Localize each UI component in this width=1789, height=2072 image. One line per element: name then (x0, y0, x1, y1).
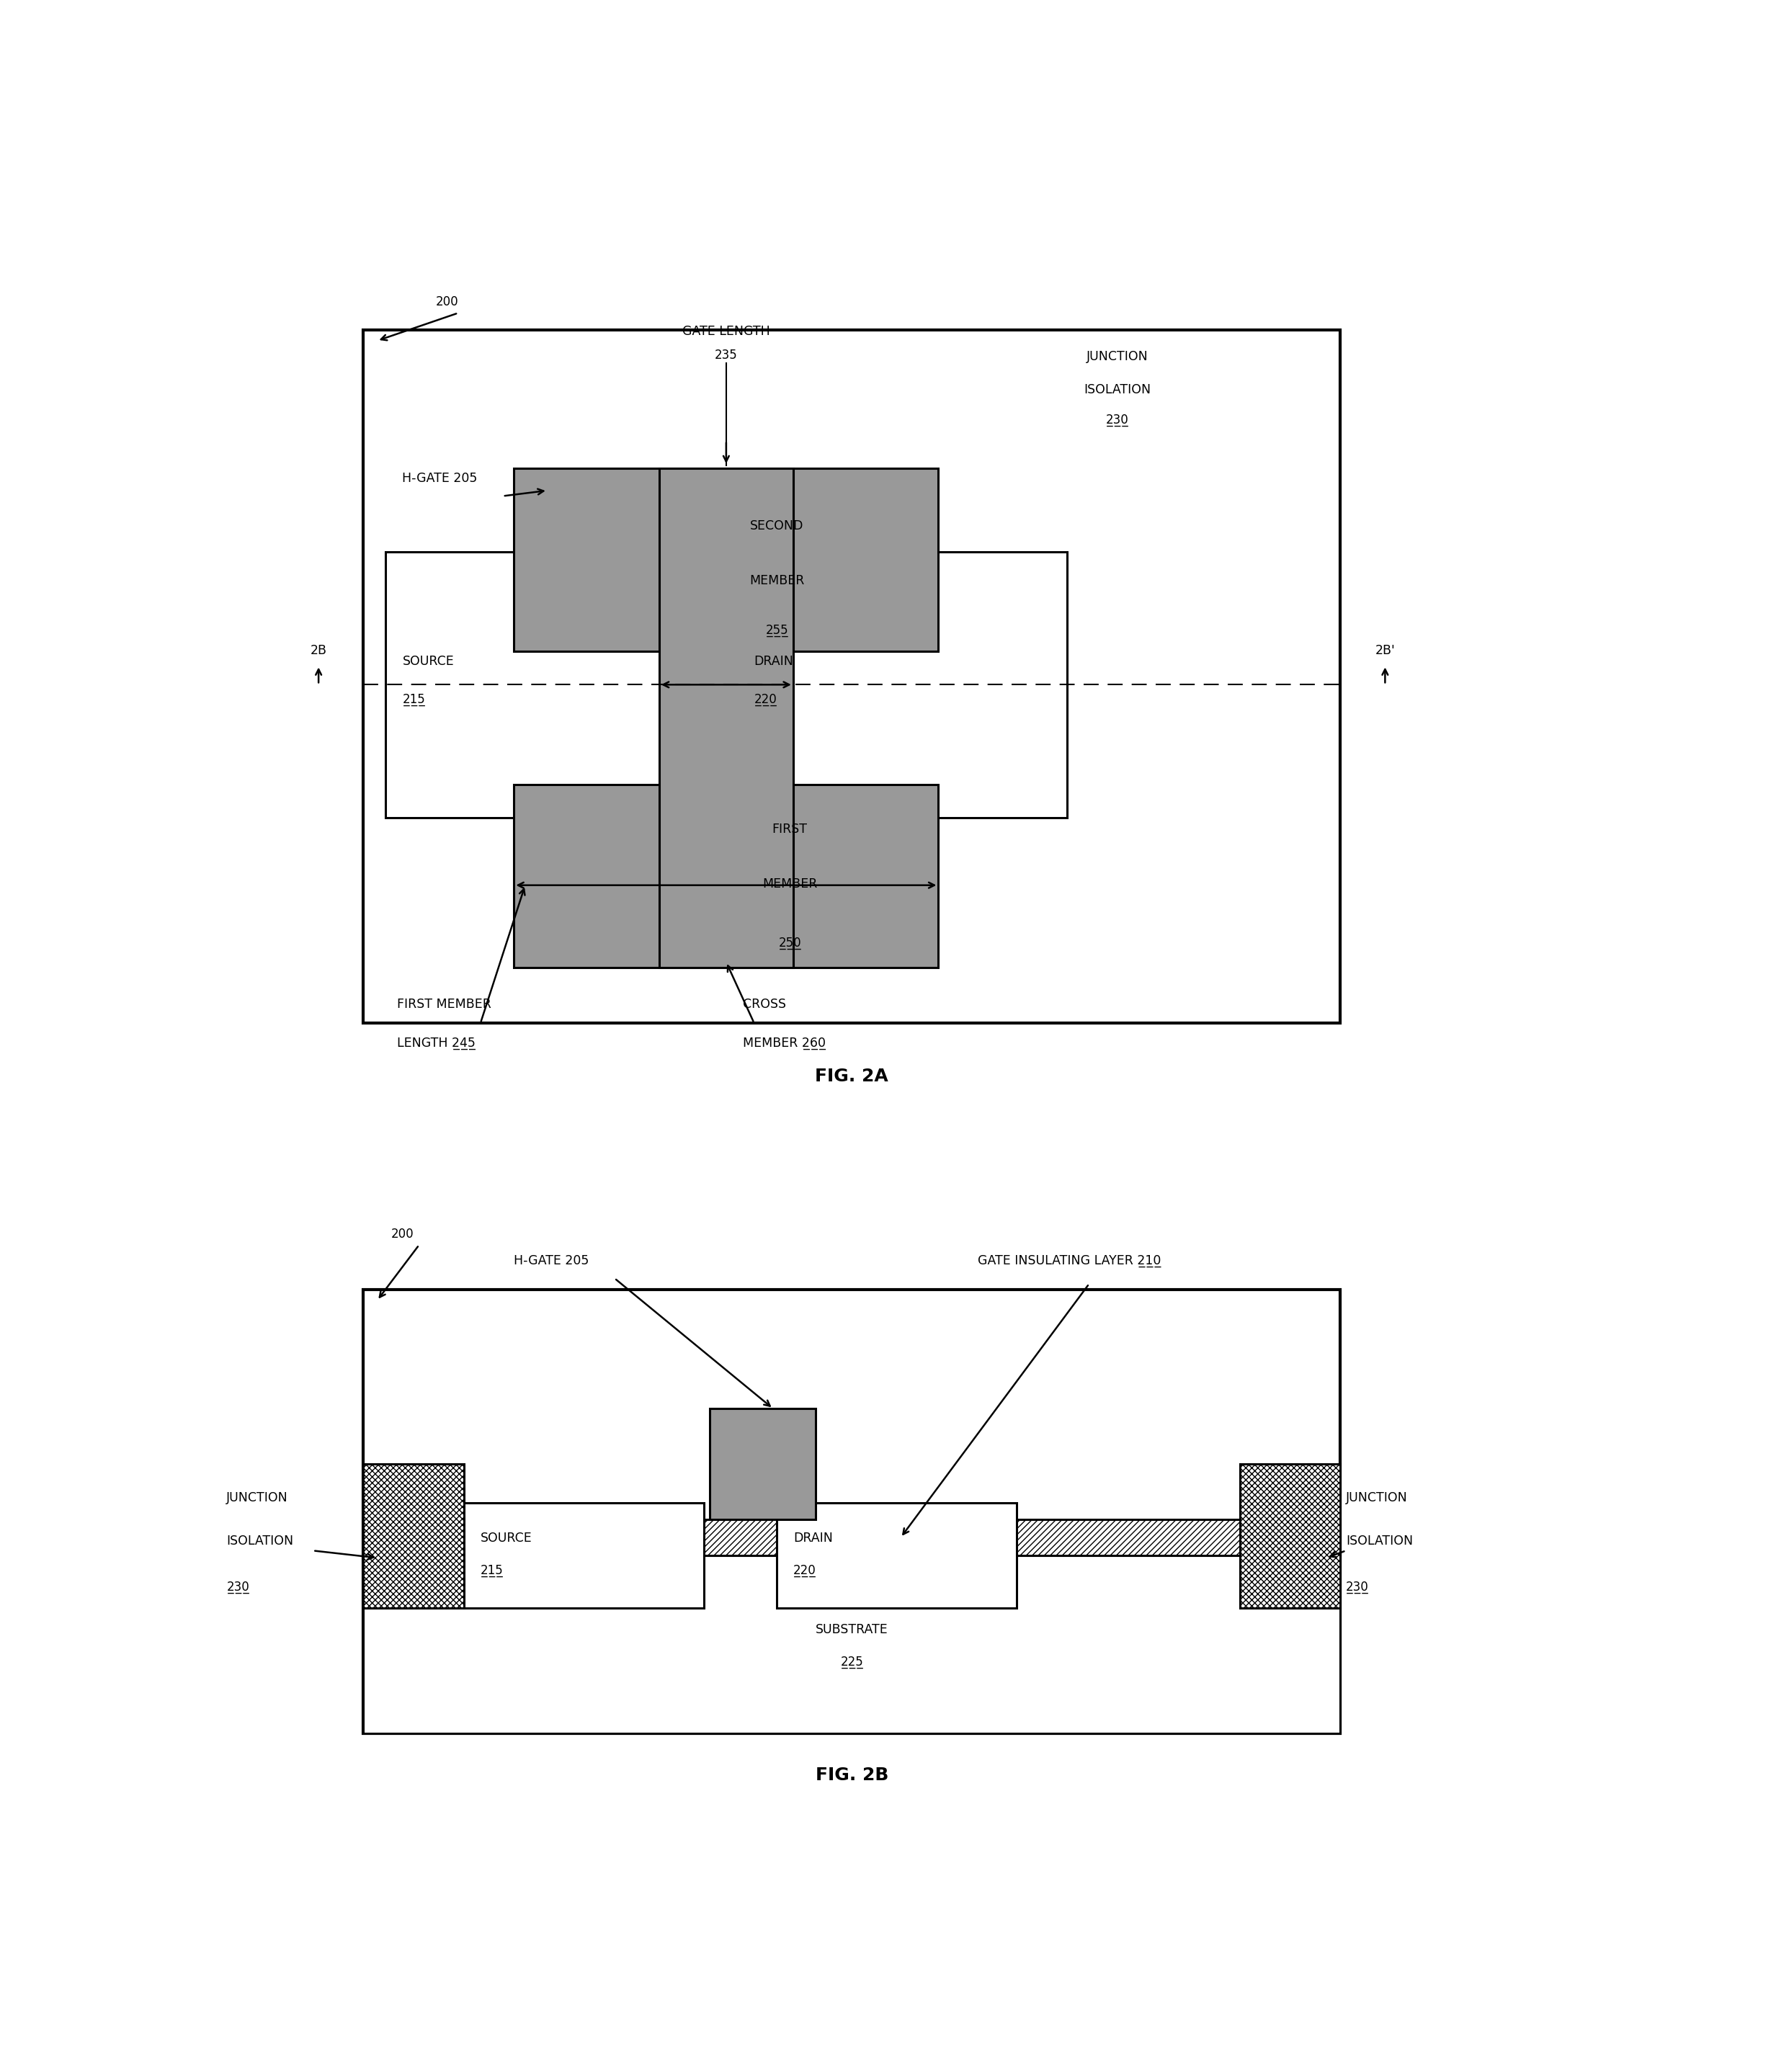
Bar (513, 468, 939, 651)
Bar (776, 1502, 1016, 1608)
Bar (363, 1556, 1340, 1732)
Text: 2̲1̲5̲: 2̲1̲5̲ (481, 1564, 503, 1577)
Bar (463, 1502, 703, 1608)
Text: GATE LENGTH: GATE LENGTH (682, 325, 769, 338)
Bar (386, 551, 710, 818)
Text: MEMBER 2̲6̲0̲: MEMBER 2̲6̲0̲ (742, 1036, 827, 1051)
Text: 2̲3̲0̲: 2̲3̲0̲ (1345, 1581, 1369, 1593)
Text: ISOLATION: ISOLATION (227, 1535, 293, 1548)
Text: MEMBER: MEMBER (750, 574, 805, 586)
Text: 2B': 2B' (1376, 644, 1395, 657)
Text: 2̲5̲5̲: 2̲5̲5̲ (766, 624, 789, 636)
Text: 235: 235 (716, 348, 737, 363)
Text: FIG. 2B: FIG. 2B (816, 1767, 889, 1784)
Text: FIRST: FIRST (773, 823, 807, 835)
Text: 2̲3̲0̲: 2̲3̲0̲ (227, 1581, 249, 1593)
Bar (742, 551, 1066, 818)
Text: 2̲2̲0̲: 2̲2̲0̲ (755, 692, 776, 707)
Bar (363, 1289, 1340, 1732)
Text: SECOND: SECOND (750, 520, 803, 533)
Text: FIG. 2A: FIG. 2A (816, 1067, 889, 1086)
Text: 2̲3̲0̲: 2̲3̲0̲ (1106, 414, 1129, 427)
Text: 2̲2̲0̲: 2̲2̲0̲ (793, 1564, 816, 1577)
Text: SOURCE: SOURCE (481, 1531, 531, 1544)
Text: MEMBER: MEMBER (762, 879, 818, 891)
Text: DRAIN: DRAIN (755, 655, 794, 667)
Text: 2B: 2B (309, 644, 327, 657)
Text: 200: 200 (392, 1227, 413, 1241)
Bar (513, 785, 939, 968)
Bar (363, 1465, 463, 1608)
Text: 2̲5̲0̲: 2̲5̲0̲ (778, 937, 801, 949)
Bar (363, 1519, 1340, 1556)
Text: JUNCTION: JUNCTION (227, 1492, 288, 1504)
Bar (658, 468, 793, 968)
Text: CROSS: CROSS (742, 999, 785, 1011)
Bar (1240, 1465, 1340, 1608)
Bar (710, 1409, 816, 1519)
Text: H-GATE 205: H-GATE 205 (403, 472, 478, 485)
Text: SUBSTRATE: SUBSTRATE (816, 1622, 887, 1637)
Text: H-GATE 205: H-GATE 205 (513, 1254, 589, 1268)
Text: ISOLATION: ISOLATION (1345, 1535, 1413, 1548)
Text: LENGTH 2̲4̲5̲: LENGTH 2̲4̲5̲ (397, 1036, 476, 1051)
Bar (363, 329, 1340, 1024)
Text: 2̲1̲5̲: 2̲1̲5̲ (403, 692, 426, 707)
Text: JUNCTION: JUNCTION (1086, 350, 1149, 363)
Text: DRAIN: DRAIN (793, 1531, 832, 1544)
Text: ISOLATION: ISOLATION (1084, 383, 1150, 396)
Text: FIRST MEMBER: FIRST MEMBER (397, 999, 490, 1011)
Text: JUNCTION: JUNCTION (1345, 1492, 1408, 1504)
Text: 200: 200 (437, 296, 458, 309)
Text: 2̲2̲5̲: 2̲2̲5̲ (841, 1656, 864, 1668)
Text: SOURCE: SOURCE (403, 655, 454, 667)
Text: GATE INSULATING LAYER 2̲1̲0̲: GATE INSULATING LAYER 2̲1̲0̲ (977, 1254, 1161, 1268)
